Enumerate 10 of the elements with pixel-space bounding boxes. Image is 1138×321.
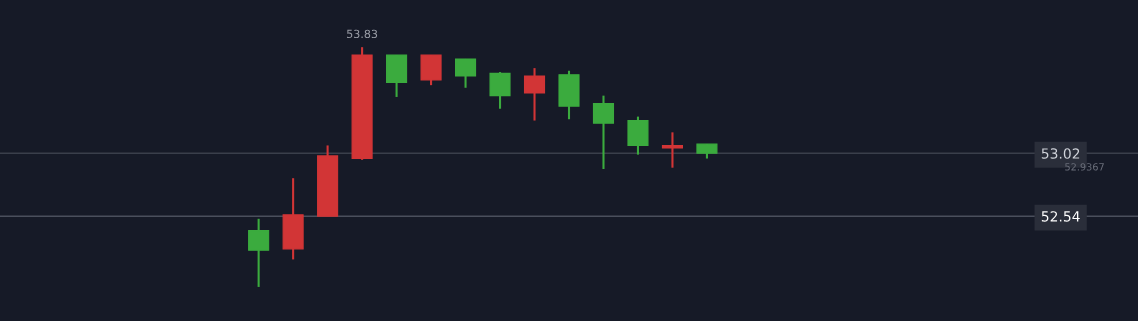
candlestick bbox=[489, 71, 511, 110]
candlestick bbox=[661, 131, 684, 169]
y-tick-label: 52.54 bbox=[1041, 211, 1080, 222]
candlestick bbox=[248, 217, 270, 288]
candlestick bbox=[454, 57, 477, 89]
candlestick bbox=[523, 67, 546, 122]
y-tick-label: 53.02 bbox=[1041, 148, 1080, 159]
candlestick bbox=[592, 94, 615, 171]
annotation: 53.83 bbox=[347, 29, 378, 39]
annotation: 52.9367 bbox=[1065, 163, 1104, 171]
